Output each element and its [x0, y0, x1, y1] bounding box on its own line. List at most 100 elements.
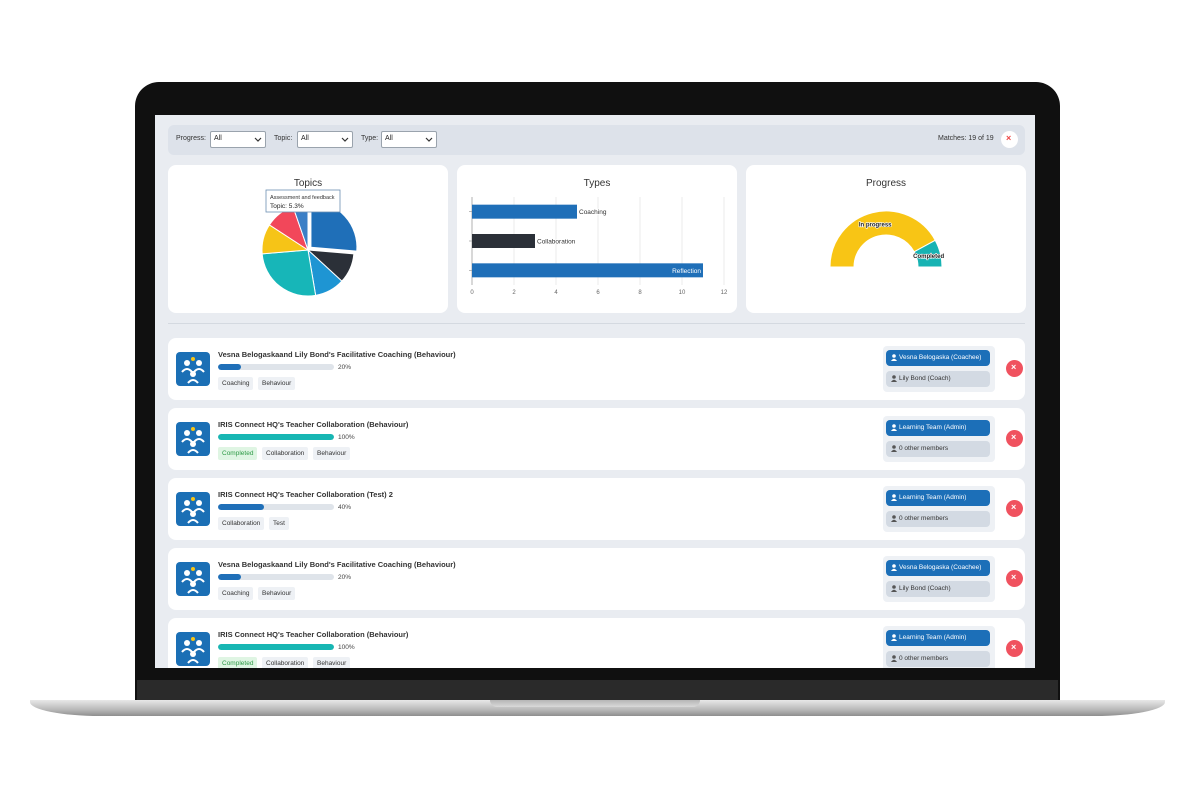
tag: Collaboration	[262, 657, 309, 668]
progress-fill	[218, 434, 334, 440]
member-name: 0 other members	[899, 445, 949, 452]
chevron	[425, 137, 433, 142]
item-title: Vesna Belogaskaand Lily Bond's Facilitat…	[218, 350, 456, 359]
tag: Behaviour	[313, 447, 351, 460]
person-icon	[891, 375, 897, 382]
item-card: IRIS Connect HQ's Teacher Collaboration …	[168, 478, 1025, 540]
icon-accent	[191, 497, 195, 501]
progress-track	[218, 574, 334, 580]
remove-icon: ×	[1011, 432, 1017, 442]
icon-bg	[176, 422, 210, 456]
icon-head	[184, 570, 190, 576]
filter-select[interactable]: All	[297, 131, 353, 148]
icon-head	[184, 500, 190, 506]
screen: Progress: All Topic: All Type: All Matches: 19…	[155, 115, 1035, 668]
member-pill[interactable]: Learning Team (Admin)	[886, 420, 990, 436]
member-pill[interactable]: Vesna Belogaska (Coachee)	[886, 560, 990, 576]
remove-icon: ×	[1011, 362, 1017, 372]
x-tick-label: 10	[679, 290, 686, 296]
person-head	[892, 585, 896, 589]
member-pill[interactable]: Lily Bond (Coach)	[886, 371, 990, 387]
chart-title: Progress	[866, 178, 906, 189]
x-tick-label: 4	[554, 290, 558, 296]
progress-track	[218, 434, 334, 440]
item-card: IRIS Connect HQ's Teacher Collaboration …	[168, 618, 1025, 668]
bar-label: Collaboration	[537, 239, 576, 246]
tooltip-box	[265, 189, 341, 213]
remove-button[interactable]: ×	[1006, 430, 1023, 447]
person-body	[891, 449, 897, 452]
laptop-base	[30, 700, 1165, 716]
member-name: Vesna Belogaska (Coachee)	[899, 564, 982, 571]
person-icon	[891, 354, 897, 361]
separator	[168, 323, 1025, 324]
clear-icon: ×	[1006, 133, 1012, 143]
filter-value: All	[385, 135, 393, 142]
icon-bg	[176, 352, 210, 386]
chart-card: Types 0 2 4 6 8 10 12 Coaching Collaboration Refle…	[457, 165, 737, 313]
icon-head	[196, 570, 202, 576]
chevron-path	[254, 137, 262, 142]
laptop-chin	[137, 680, 1058, 702]
member-pill[interactable]: Vesna Belogaska (Coachee)	[886, 350, 990, 366]
filter-select[interactable]: All	[381, 131, 437, 148]
person-head	[892, 655, 896, 659]
remove-button[interactable]: ×	[1006, 360, 1023, 377]
remove-button[interactable]: ×	[1006, 500, 1023, 517]
gauge-segment	[913, 239, 943, 268]
member-pill[interactable]: 0 other members	[886, 511, 990, 527]
member-name: Lily Bond (Coach)	[899, 375, 951, 382]
person-icon	[891, 494, 897, 501]
x-tick-label: 0	[470, 290, 474, 296]
progress-track	[218, 364, 334, 370]
chart: Topics Assessment and feedback Topic: 5.3%	[261, 178, 358, 297]
icon-body	[181, 578, 205, 594]
icon-head	[196, 640, 202, 646]
gauge-segment	[829, 210, 936, 268]
clear-filters[interactable]: ×	[1001, 131, 1018, 148]
progress-track	[218, 504, 334, 510]
item-card: Vesna Belogaskaand Lily Bond's Facilitat…	[168, 338, 1025, 400]
tag: Completed	[218, 657, 258, 668]
person-head	[892, 634, 896, 638]
icon-head	[184, 360, 190, 366]
person-body	[891, 638, 897, 641]
members: Learning Team (Admin) 0 other members	[883, 416, 995, 462]
chart-card: Progress In progress Completed	[746, 165, 1026, 313]
tag: Behaviour	[313, 657, 351, 668]
person-head	[892, 424, 896, 428]
chevron	[341, 137, 349, 142]
icon-head	[184, 640, 190, 646]
matches: Matches: 19 of 19	[938, 135, 994, 142]
remove-button[interactable]: ×	[1006, 640, 1023, 657]
progress-label: 20%	[338, 364, 352, 371]
member-pill[interactable]: Lily Bond (Coach)	[886, 581, 990, 597]
members: Learning Team (Admin) 0 other members	[883, 626, 995, 668]
person-body	[891, 519, 897, 522]
member-pill[interactable]: Learning Team (Admin)	[886, 630, 990, 646]
progress-fill	[218, 364, 242, 370]
icon-body	[181, 438, 205, 454]
person-icon	[891, 655, 897, 662]
person-body	[891, 379, 897, 382]
progress-fill	[218, 644, 334, 650]
person-icon	[891, 445, 897, 452]
members: Learning Team (Admin) 0 other members	[883, 486, 995, 532]
chart: Types 0 2 4 6 8 10 12 Coaching Collaboration Refle…	[469, 178, 728, 296]
remove-icon: ×	[1011, 642, 1017, 652]
filter-select[interactable]: All	[210, 131, 266, 148]
remove-button[interactable]: ×	[1006, 570, 1023, 587]
bar	[472, 234, 535, 248]
member-pill[interactable]: 0 other members	[886, 651, 990, 667]
icon-accent	[191, 427, 195, 431]
icon-head	[196, 430, 202, 436]
member-pill[interactable]: 0 other members	[886, 441, 990, 457]
tooltip-title: Assessment and feedback	[270, 195, 335, 201]
progress-fill	[218, 504, 265, 510]
icon-head	[190, 581, 196, 587]
tag: Completed	[218, 447, 258, 460]
member-name: Learning Team (Admin)	[899, 494, 967, 501]
icon-bg	[176, 632, 210, 666]
member-pill[interactable]: Learning Team (Admin)	[886, 490, 990, 506]
